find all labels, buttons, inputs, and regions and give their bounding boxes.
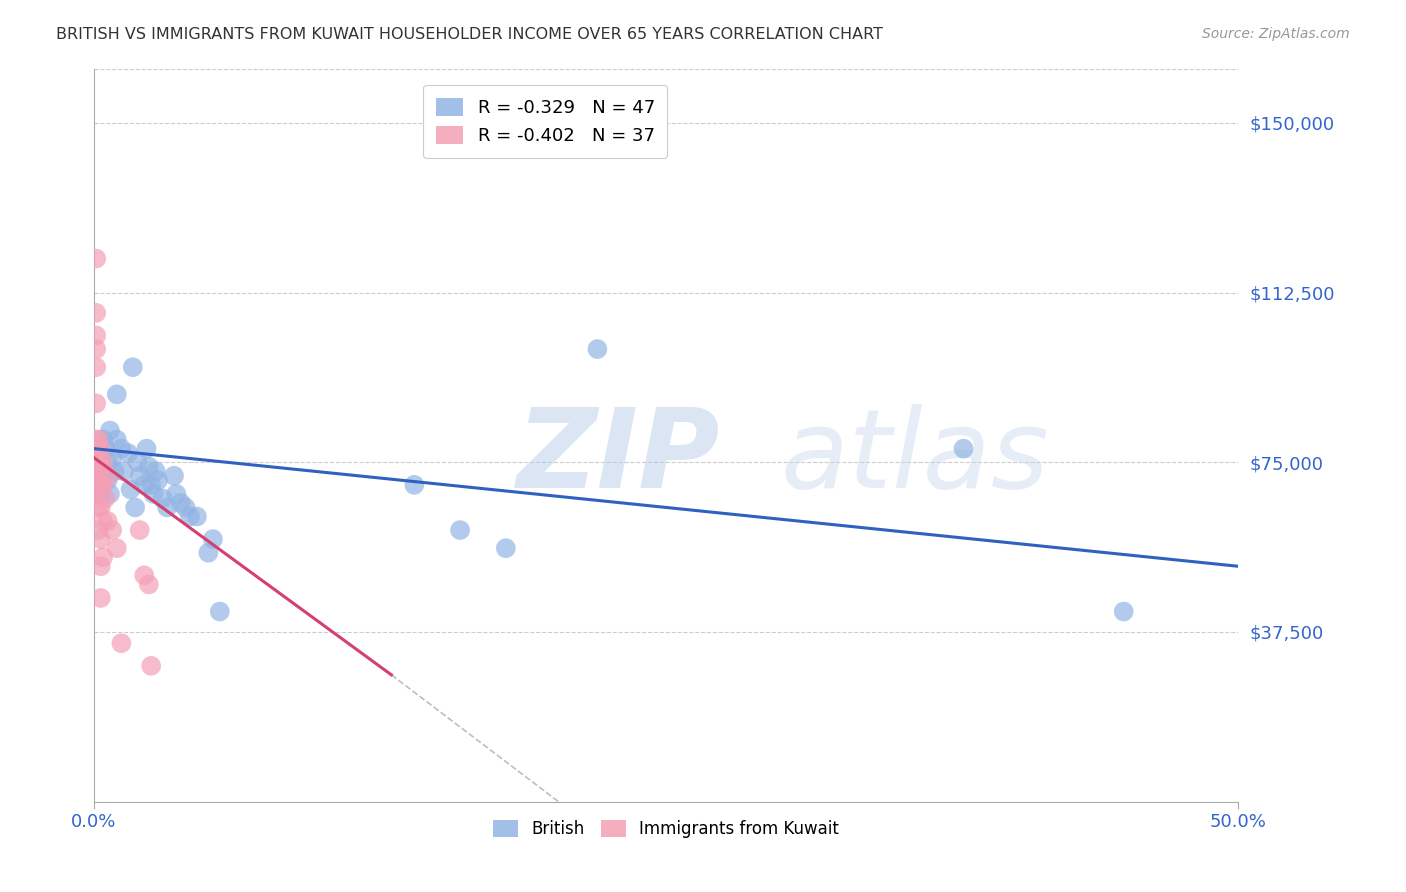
Point (84, 396, 107, 410)
Point (84, 252, 107, 266)
Point (139, 658, 162, 673)
Point (98, 424, 121, 438)
Point (87, 523, 110, 537)
Point (101, 523, 124, 537)
Point (146, 473, 169, 487)
Point (97, 455, 120, 469)
Point (98, 487, 121, 501)
Point (117, 446, 139, 460)
Point (165, 487, 187, 501)
Point (201, 532, 224, 546)
Point (90, 487, 112, 501)
Point (145, 464, 167, 478)
Point (84, 328, 107, 343)
Point (110, 442, 132, 456)
Point (91, 514, 114, 528)
Point (112, 464, 135, 478)
Point (90, 478, 112, 492)
Point (197, 546, 219, 560)
Point (952, 442, 974, 456)
Point (84, 360, 107, 375)
Point (94, 491, 117, 506)
Point (208, 605, 231, 619)
Point (128, 523, 150, 537)
Point (404, 478, 426, 492)
Point (87, 433, 110, 447)
Text: ZIP: ZIP (517, 403, 721, 510)
Point (97, 468, 120, 483)
Point (1112, 605, 1135, 619)
Point (120, 483, 142, 497)
Point (152, 491, 174, 506)
Point (87, 468, 110, 483)
Point (91, 550, 114, 565)
Point (174, 500, 197, 515)
Point (87, 464, 110, 478)
Point (91, 455, 114, 469)
Point (84, 442, 107, 456)
Point (90, 500, 112, 515)
Point (134, 568, 156, 582)
Point (138, 577, 160, 591)
Point (90, 442, 112, 456)
Point (139, 478, 162, 492)
Point (90, 532, 112, 546)
Text: Source: ZipAtlas.com: Source: ZipAtlas.com (1202, 27, 1350, 41)
Point (87, 473, 110, 487)
Point (135, 442, 157, 456)
Point (586, 342, 609, 356)
Point (91, 464, 114, 478)
Point (87, 500, 110, 515)
Point (110, 636, 132, 650)
Point (97, 514, 120, 528)
Point (163, 468, 186, 483)
Point (186, 509, 208, 524)
Point (91, 478, 114, 492)
Point (105, 541, 128, 556)
Legend: British, Immigrants from Kuwait: British, Immigrants from Kuwait (486, 813, 846, 845)
Point (105, 433, 128, 447)
Text: BRITISH VS IMMIGRANTS FROM KUWAIT HOUSEHOLDER INCOME OVER 65 YEARS CORRELATION C: BRITISH VS IMMIGRANTS FROM KUWAIT HOUSEH… (56, 27, 883, 42)
Point (105, 387, 128, 401)
Point (179, 509, 201, 524)
Point (138, 459, 160, 474)
Point (170, 496, 193, 510)
Point (97, 473, 120, 487)
Point (142, 487, 165, 501)
Point (90, 559, 112, 574)
Point (87, 446, 110, 460)
Point (121, 360, 143, 375)
Point (90, 455, 112, 469)
Point (84, 487, 107, 501)
Point (84, 306, 107, 320)
Point (449, 523, 471, 537)
Point (91, 433, 114, 447)
Point (103, 464, 125, 478)
Point (127, 455, 149, 469)
Point (87, 455, 110, 469)
Point (87, 487, 110, 501)
Text: atlas: atlas (780, 403, 1049, 510)
Point (156, 500, 179, 515)
Point (84, 342, 107, 356)
Point (94, 442, 117, 456)
Point (128, 468, 150, 483)
Point (495, 541, 517, 556)
Point (90, 459, 112, 474)
Point (134, 478, 156, 492)
Point (84, 433, 107, 447)
Point (124, 500, 146, 515)
Point (101, 450, 124, 465)
Point (90, 591, 112, 605)
